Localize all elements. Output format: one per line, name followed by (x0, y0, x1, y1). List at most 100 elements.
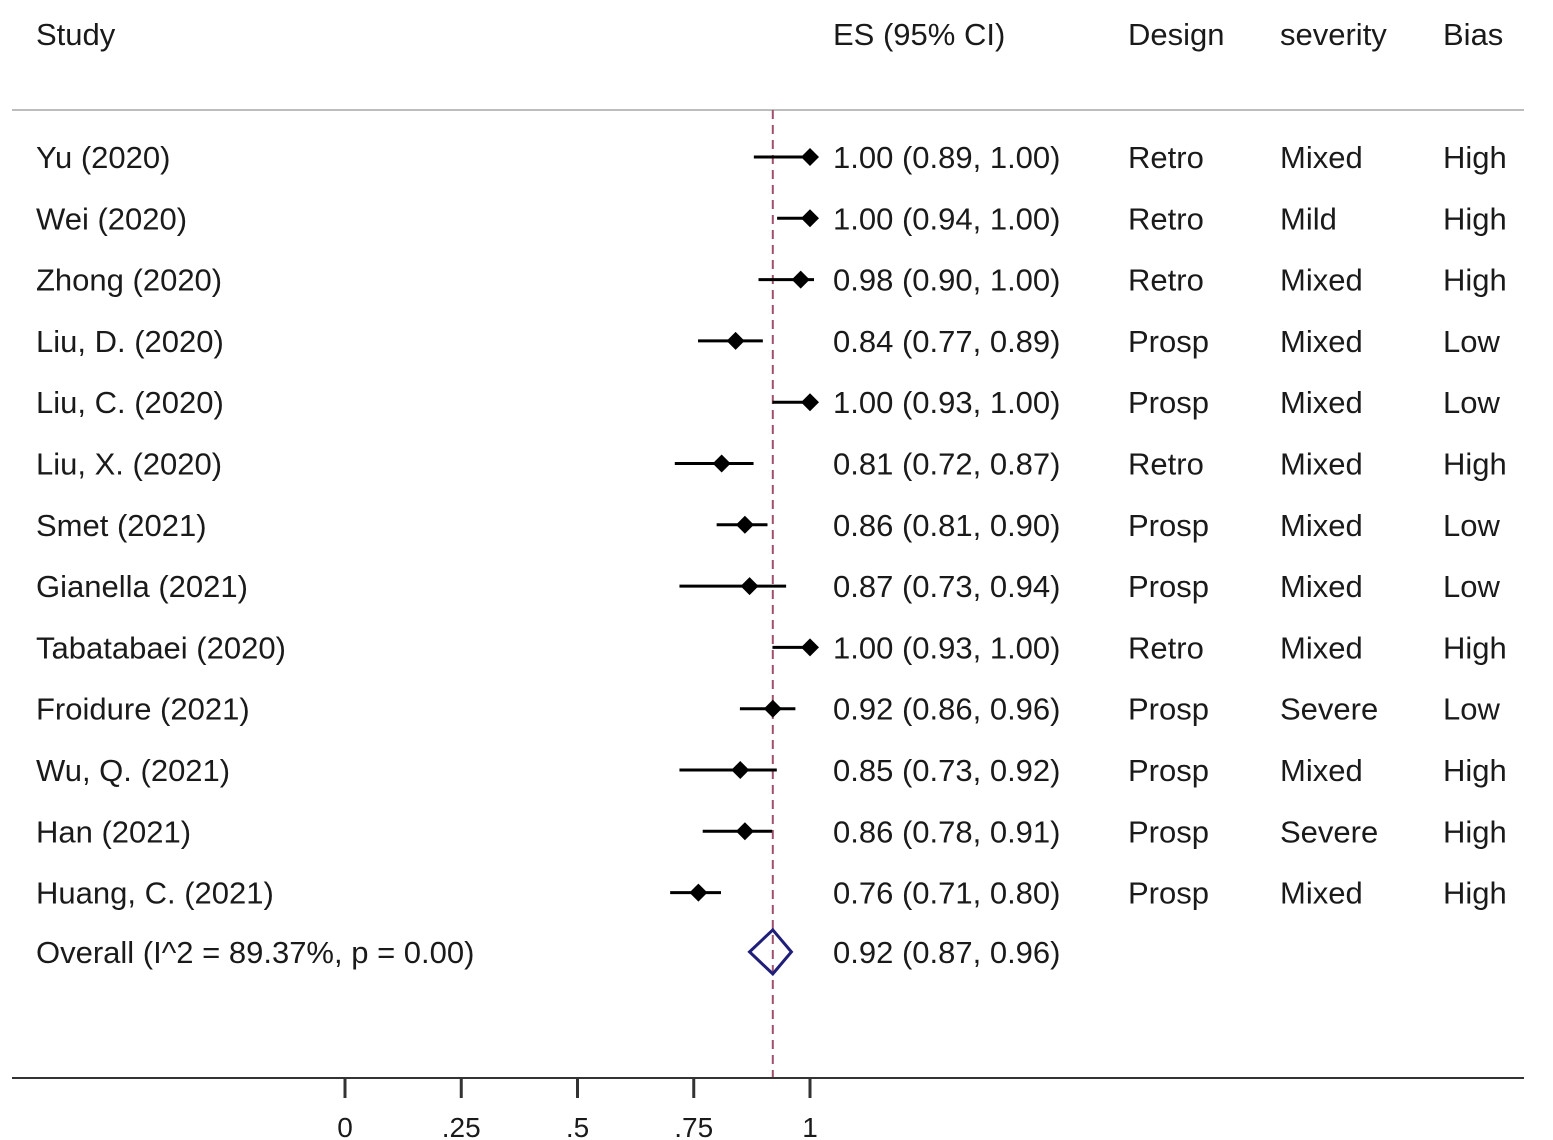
study-severity: Mixed (1280, 385, 1363, 420)
study-design: Prosp (1128, 569, 1209, 604)
study-label: Yu (2020) (36, 140, 170, 175)
point-estimate-marker (735, 822, 754, 841)
header-design: Design (1128, 17, 1225, 52)
header-severity: severity (1280, 17, 1387, 52)
study-design: Prosp (1128, 753, 1209, 788)
x-tick-label: 0 (337, 1112, 353, 1140)
study-es-ci: 0.76 (0.71, 0.80) (833, 876, 1061, 911)
study-es-ci: 0.86 (0.81, 0.90) (833, 508, 1061, 543)
point-estimate-marker (712, 454, 731, 473)
point-estimate-marker (801, 209, 819, 228)
header-bias: Bias (1443, 17, 1503, 52)
study-severity: Mixed (1280, 753, 1363, 788)
point-estimate-marker (735, 515, 754, 534)
study-es-ci: 0.81 (0.72, 0.87) (833, 447, 1061, 482)
study-label: Tabatabaei (2020) (36, 630, 286, 665)
study-row: Froidure (2021) 0.92 (0.86, 0.96) Prosp Sev… (36, 692, 1500, 727)
study-rows: Yu (2020) 1.00 (0.89, 1.00) Retro Mixed High… (36, 140, 1507, 911)
study-bias: High (1443, 140, 1507, 175)
study-es-ci: 0.86 (0.78, 0.91) (833, 814, 1061, 849)
study-design: Prosp (1128, 324, 1209, 359)
study-severity: Mixed (1280, 324, 1363, 359)
point-estimate-marker (801, 393, 819, 412)
study-label: Han (2021) (36, 814, 191, 849)
study-severity: Mild (1280, 201, 1337, 236)
study-severity: Mixed (1280, 876, 1363, 911)
study-design: Prosp (1128, 385, 1209, 420)
study-es-ci: 0.98 (0.90, 1.00) (833, 263, 1061, 298)
overall-label: Overall (I^2 = 89.37%, p = 0.00) (36, 935, 474, 970)
study-es-ci: 0.92 (0.86, 0.96) (833, 692, 1061, 727)
study-row: Smet (2021) 0.86 (0.81, 0.90) Prosp Mixed Lo… (36, 508, 1500, 543)
x-tick-label: .5 (566, 1112, 589, 1140)
study-bias: High (1443, 201, 1507, 236)
column-headers: Study ES (95% CI) Design severity Bias (36, 17, 1503, 52)
study-label: Zhong (2020) (36, 263, 222, 298)
study-label: Smet (2021) (36, 508, 207, 543)
study-severity: Mixed (1280, 140, 1363, 175)
study-bias: High (1443, 447, 1507, 482)
study-es-ci: 1.00 (0.93, 1.00) (833, 385, 1061, 420)
study-severity: Mixed (1280, 630, 1363, 665)
study-label: Liu, X. (2020) (36, 447, 222, 482)
study-severity: Mixed (1280, 263, 1363, 298)
study-row: Wei (2020) 1.00 (0.94, 1.00) Retro Mild High (36, 201, 1507, 236)
overall-row: Overall (I^2 = 89.37%, p = 0.00) 0.92 (0.… (36, 927, 1061, 977)
study-design: Prosp (1128, 508, 1209, 543)
study-bias: High (1443, 263, 1507, 298)
study-es-ci: 1.00 (0.94, 1.00) (833, 201, 1061, 236)
study-design: Prosp (1128, 814, 1209, 849)
study-bias: Low (1443, 569, 1500, 604)
point-estimate-marker (740, 577, 759, 596)
study-severity: Mixed (1280, 508, 1363, 543)
study-es-ci: 0.84 (0.77, 0.89) (833, 324, 1061, 359)
study-bias: Low (1443, 324, 1500, 359)
study-design: Prosp (1128, 876, 1209, 911)
study-severity: Severe (1280, 814, 1378, 849)
study-row: Gianella (2021) 0.87 (0.73, 0.94) Prosp Mix… (36, 569, 1500, 604)
point-estimate-marker (791, 270, 810, 289)
study-row: Han (2021) 0.86 (0.78, 0.91) Prosp Severe Hi… (36, 814, 1507, 849)
study-design: Retro (1128, 630, 1204, 665)
study-design: Retro (1128, 140, 1204, 175)
study-design: Retro (1128, 201, 1204, 236)
study-row: Liu, X. (2020) 0.81 (0.72, 0.87) Retro Mixe… (36, 447, 1507, 482)
study-label: Froidure (2021) (36, 692, 250, 727)
study-label: Liu, D. (2020) (36, 324, 224, 359)
study-row: Yu (2020) 1.00 (0.89, 1.00) Retro Mixed High (36, 140, 1507, 175)
study-bias: High (1443, 814, 1507, 849)
study-es-ci: 1.00 (0.89, 1.00) (833, 140, 1061, 175)
study-severity: Mixed (1280, 569, 1363, 604)
study-bias: High (1443, 630, 1507, 665)
study-bias: High (1443, 753, 1507, 788)
point-estimate-marker (731, 761, 750, 779)
header-study: Study (36, 17, 116, 52)
study-row: Zhong (2020) 0.98 (0.90, 1.00) Retro Mixed H… (36, 263, 1507, 298)
study-design: Prosp (1128, 692, 1209, 727)
study-design: Retro (1128, 447, 1204, 482)
study-bias: Low (1443, 692, 1500, 727)
study-severity: Severe (1280, 692, 1378, 727)
point-estimate-marker (801, 148, 819, 166)
study-design: Retro (1128, 263, 1204, 298)
point-estimate-marker (801, 638, 819, 657)
x-tick-label: .25 (442, 1112, 481, 1140)
x-tick-label: 1 (802, 1112, 818, 1140)
study-row: Liu, C. (2020) 1.00 (0.93, 1.00) Prosp Mixe… (36, 385, 1500, 420)
x-tick-label: .75 (674, 1112, 713, 1140)
study-label: Wu, Q. (2021) (36, 753, 230, 788)
study-label: Huang, C. (2021) (36, 876, 274, 911)
overall-diamond (747, 927, 794, 977)
point-estimate-marker (763, 699, 782, 718)
study-es-ci: 0.87 (0.73, 0.94) (833, 569, 1061, 604)
study-bias: Low (1443, 508, 1500, 543)
study-row: Wu, Q. (2021) 0.85 (0.73, 0.92) Prosp Mixed… (36, 753, 1507, 788)
overall-es-ci: 0.92 (0.87, 0.96) (833, 935, 1061, 970)
study-severity: Mixed (1280, 447, 1363, 482)
study-es-ci: 0.85 (0.73, 0.92) (833, 753, 1061, 788)
header-es: ES (95% CI) (833, 17, 1005, 52)
point-estimate-marker (689, 883, 708, 902)
study-label: Wei (2020) (36, 201, 187, 236)
study-bias: High (1443, 876, 1507, 911)
